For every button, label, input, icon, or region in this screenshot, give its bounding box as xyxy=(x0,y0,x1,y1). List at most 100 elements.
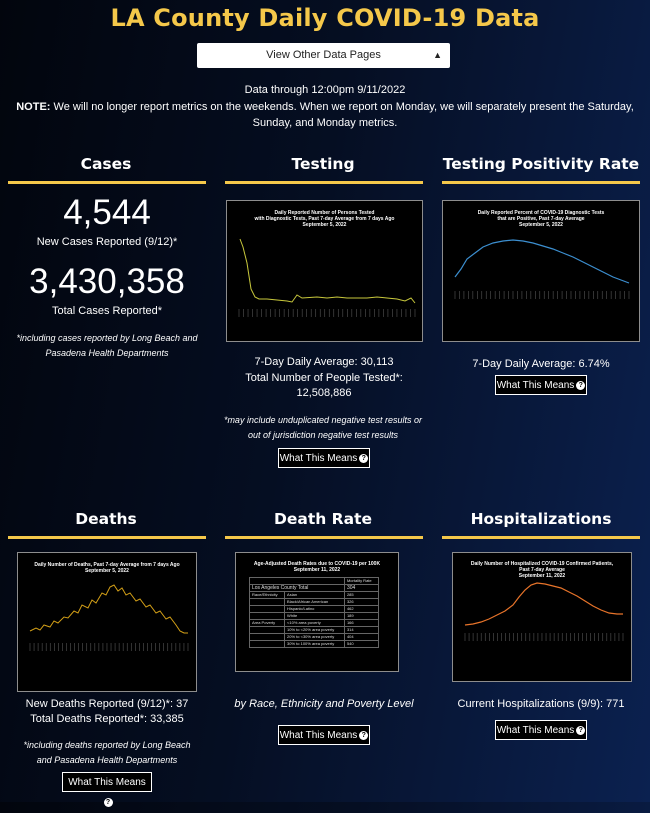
deathrate-row: 10% to <20% area poverty 314 xyxy=(248,626,380,634)
testing-series-line xyxy=(239,238,416,304)
deathrate-row: Hispanic/Latino 462 xyxy=(248,605,380,613)
deathrate-cell-group xyxy=(248,626,286,634)
deathrate-cell-value: 285 xyxy=(343,591,380,599)
testing-footnote: *may include unduplicated negative test … xyxy=(223,415,423,440)
testing-avg: 7-Day Daily Average: 30,113 xyxy=(254,356,394,368)
button-label: What This Means xyxy=(279,453,358,464)
cases-footnote: *including cases reported by Long Beach … xyxy=(16,333,198,358)
hosp-x-ticks xyxy=(464,633,624,641)
positivity-chart-svg xyxy=(454,239,630,299)
deathrate-row: Race/Ethnicity Asian 285 xyxy=(248,591,380,599)
deathrate-row: Black/African American 326 xyxy=(248,598,380,606)
hosp-chart: Daily Number of Hospitalized COVID-19 Co… xyxy=(452,552,632,682)
positivity-what-this-means-button[interactable]: What This Means? xyxy=(495,375,587,395)
button-label: What This Means xyxy=(496,725,575,736)
testing-what-this-means-button[interactable]: What This Means? xyxy=(278,448,370,468)
deaths-total: Total Deaths Reported*: 33,385 xyxy=(30,713,184,725)
question-icon: ? xyxy=(359,730,369,740)
total-cases-label: Total Cases Reported* xyxy=(51,305,163,317)
deathrate-table: Mortality Rate Los Angeles County Total 3… xyxy=(248,577,380,648)
deaths-underline xyxy=(8,536,206,539)
positivity-chart-title: Daily Reported Percent of COVID-19 Diagn… xyxy=(477,210,605,228)
deathrate-row: Area Poverty <10% area poverty 166 xyxy=(248,619,380,627)
testing-total: Total Number of People Tested*: 12,508,8… xyxy=(245,372,403,399)
question-icon: ? xyxy=(359,453,369,463)
deaths-x-ticks xyxy=(29,643,189,651)
page-title: LA County Daily COVID-19 Data xyxy=(110,4,540,32)
testing-chart: Daily Reported Number of Persons Tested … xyxy=(226,200,423,342)
deaths-heading: Deaths xyxy=(75,510,137,528)
hosp-series-line xyxy=(464,582,623,626)
deathrate-cell-group xyxy=(248,605,286,613)
button-label: What This Means xyxy=(279,730,358,741)
deathrate-what-this-means-button[interactable]: What This Means? xyxy=(278,725,370,745)
question-icon: ? xyxy=(576,380,586,390)
button-label: What This Means xyxy=(496,380,575,391)
testing-chart-svg xyxy=(238,238,416,317)
deathrate-cell-group xyxy=(248,633,286,641)
hosp-what-this-means-button[interactable]: What This Means? xyxy=(495,720,587,740)
deathrate-caption: by Race, Ethnicity and Poverty Level xyxy=(234,698,414,710)
positivity-underline xyxy=(442,181,640,184)
positivity-avg: 7-Day Daily Average: 6.74% xyxy=(472,358,610,370)
deathrate-chart-title: Age-Adjusted Death Rates due to COVID-19… xyxy=(253,561,381,573)
deathrate-cell-value: 404 xyxy=(343,633,380,641)
deaths-chart-title: Daily Number of Deaths, Past 7-day Avera… xyxy=(34,562,180,574)
new-cases-label: New Cases Reported (9/12)* xyxy=(36,236,178,248)
new-cases-value: 4,544 xyxy=(63,193,151,232)
deathrate-row: 30% to 100% area poverty 540 xyxy=(248,640,380,648)
deathrate-cell-group: Area Poverty xyxy=(248,619,286,627)
deathrate-cell-label: Asian xyxy=(284,591,345,599)
deathrate-cell-value: 326 xyxy=(343,598,380,606)
updown-arrow-icon: ▲ xyxy=(433,50,442,60)
note-body: We will no longer report metrics on the … xyxy=(50,101,634,129)
hosp-chart-title: Daily Number of Hospitalized COVID-19 Co… xyxy=(470,561,614,579)
positivity-series-line xyxy=(454,239,630,284)
deathrate-cell-group xyxy=(248,598,286,606)
question-icon: ? xyxy=(576,725,586,735)
hosp-current: Current Hospitalizations (9/9): 771 xyxy=(457,698,625,710)
deathrate-cell-value: 314 xyxy=(343,626,380,634)
positivity-x-ticks xyxy=(454,291,630,299)
deaths-chart-svg xyxy=(29,584,189,651)
deathrate-cell-label: 10% to <20% area poverty xyxy=(284,626,345,634)
county-label: Los Angeles County Total xyxy=(249,584,345,592)
deathrate-cell-group: Race/Ethnicity xyxy=(248,591,286,599)
hosp-chart-svg xyxy=(464,582,624,641)
deaths-what-this-means-button[interactable]: What This Means? xyxy=(62,772,152,807)
deathrate-cell-label: Hispanic/Latino xyxy=(284,605,345,613)
question-icon: ? xyxy=(103,797,113,807)
deathrate-cell-label: White xyxy=(284,612,345,620)
testing-chart-title: Daily Reported Number of Persons Tested … xyxy=(254,210,395,228)
testing-underline xyxy=(225,181,423,184)
deathrate-cell-label: <10% area poverty xyxy=(284,619,345,627)
hosp-underline xyxy=(442,536,640,539)
col-header: Mortality Rate xyxy=(343,577,380,585)
deathrate-cell-label: Black/African American xyxy=(284,598,345,606)
note-text: NOTE: We will no longer report metrics o… xyxy=(8,99,642,131)
testing-x-ticks xyxy=(238,309,416,317)
deathrate-row: White 189 xyxy=(248,612,380,620)
total-cases-value: 3,430,358 xyxy=(29,262,185,301)
deaths-chart: Daily Number of Deaths, Past 7-day Avera… xyxy=(17,552,197,692)
cases-underline xyxy=(8,181,206,184)
deathrate-row: 20% to <30% area poverty 404 xyxy=(248,633,380,641)
data-pages-select[interactable]: View Other Data Pages ▲ xyxy=(197,43,450,68)
hosp-heading: Hospitalizations xyxy=(470,510,612,528)
deathrate-cell-group xyxy=(248,640,286,648)
deathrate-cell-group xyxy=(248,612,286,620)
deathrate-cell-label: 30% to 100% area poverty xyxy=(284,640,345,648)
button-label: What This Means xyxy=(68,777,146,788)
positivity-chart: Daily Reported Percent of COVID-19 Diagn… xyxy=(442,200,640,342)
deaths-new: New Deaths Reported (9/12)*: 37 xyxy=(25,698,189,710)
county-value: 304 xyxy=(343,584,380,592)
data-through-text: Data through 12:00pm 9/11/2022 xyxy=(244,84,406,96)
select-label: View Other Data Pages xyxy=(266,49,381,61)
deaths-footnote: *including deaths reported by Long Beach… xyxy=(23,740,191,765)
deathrate-cell-value: 540 xyxy=(343,640,380,648)
deathrate-cell-value: 189 xyxy=(343,612,380,620)
deaths-series-line xyxy=(29,584,188,634)
note-label: NOTE: xyxy=(16,101,51,113)
cases-heading: Cases xyxy=(80,155,132,173)
positivity-heading: Testing Positivity Rate xyxy=(442,155,640,173)
